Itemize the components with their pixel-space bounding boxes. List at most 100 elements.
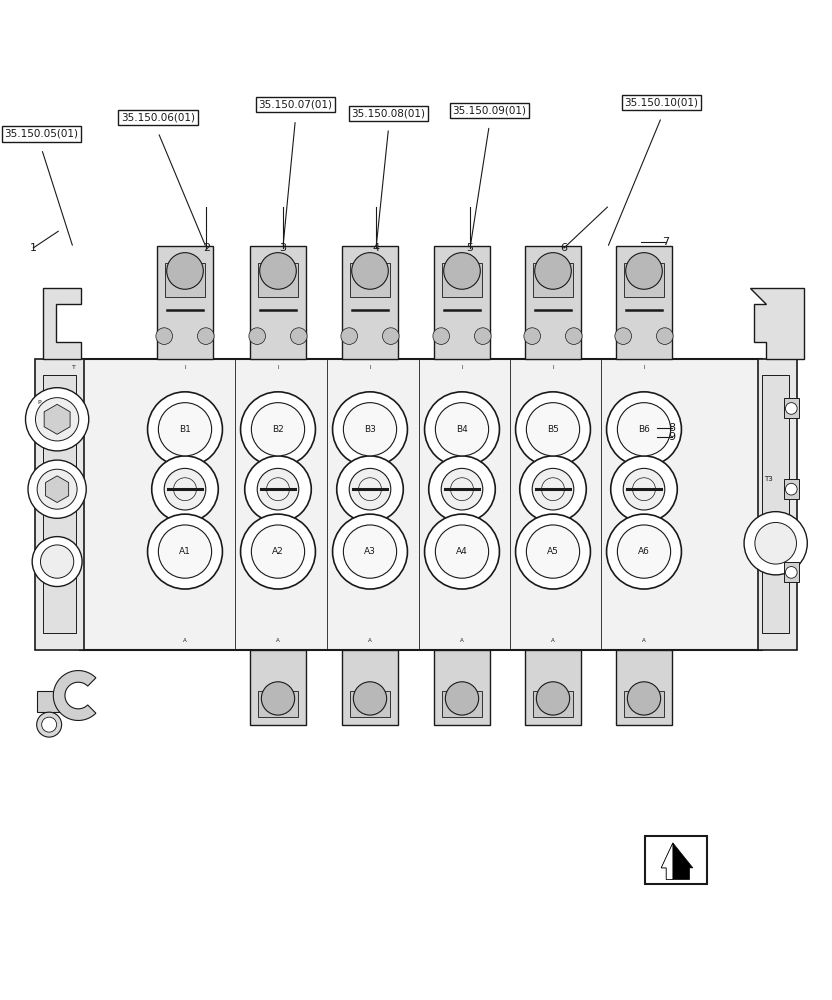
Bar (784, 479, 799, 499)
Polygon shape (661, 843, 693, 880)
Bar (156, 246, 213, 359)
Text: 1: 1 (30, 243, 37, 253)
Circle shape (164, 468, 206, 510)
Text: A: A (642, 638, 646, 643)
Circle shape (474, 328, 491, 344)
Circle shape (527, 525, 580, 578)
Text: I: I (461, 365, 463, 370)
Bar (80, 359, 762, 650)
Text: 35.150.09(01): 35.150.09(01) (453, 106, 526, 116)
Circle shape (435, 525, 488, 578)
Circle shape (524, 328, 541, 344)
Polygon shape (43, 288, 81, 359)
Circle shape (28, 460, 87, 518)
Circle shape (435, 403, 488, 456)
Bar (342, 650, 399, 725)
Bar (43, 375, 76, 633)
Circle shape (36, 398, 79, 441)
Circle shape (443, 253, 480, 289)
Bar (616, 246, 672, 359)
Polygon shape (46, 476, 69, 502)
Text: I: I (184, 365, 186, 370)
Circle shape (354, 682, 387, 715)
Polygon shape (53, 671, 96, 720)
Circle shape (344, 403, 397, 456)
Circle shape (785, 483, 797, 495)
Bar (525, 246, 582, 359)
Circle shape (257, 468, 299, 510)
Circle shape (290, 328, 307, 344)
Circle shape (245, 456, 311, 522)
Circle shape (542, 478, 564, 501)
Bar (616, 650, 672, 725)
Circle shape (359, 478, 381, 501)
Circle shape (158, 403, 211, 456)
Bar (533, 263, 573, 297)
Circle shape (607, 392, 681, 467)
Polygon shape (661, 843, 673, 880)
Bar (645, 836, 707, 884)
Circle shape (566, 328, 582, 344)
Circle shape (240, 514, 315, 589)
Text: 35.150.08(01): 35.150.08(01) (352, 108, 425, 118)
Circle shape (755, 522, 796, 564)
Circle shape (37, 469, 77, 509)
Text: 6: 6 (561, 243, 567, 253)
Text: T3: T3 (765, 476, 773, 482)
Circle shape (26, 388, 89, 451)
Circle shape (656, 328, 673, 344)
Bar (250, 650, 306, 725)
Circle shape (41, 545, 74, 578)
Text: T: T (72, 365, 77, 370)
Circle shape (537, 682, 570, 715)
Text: A2: A2 (272, 547, 284, 556)
Circle shape (428, 456, 495, 522)
Text: A5: A5 (547, 547, 559, 556)
Circle shape (617, 525, 671, 578)
Text: 3: 3 (280, 243, 286, 253)
Circle shape (607, 514, 681, 589)
Bar (37, 691, 61, 712)
Circle shape (424, 392, 499, 467)
Circle shape (333, 392, 408, 467)
Text: I: I (643, 365, 645, 370)
Circle shape (445, 682, 478, 715)
Text: B3: B3 (364, 425, 376, 434)
Bar (165, 263, 205, 297)
Circle shape (37, 712, 62, 737)
Circle shape (156, 328, 172, 344)
Text: B2: B2 (272, 425, 284, 434)
Text: I: I (277, 365, 279, 370)
Circle shape (166, 253, 203, 289)
Bar (258, 691, 298, 717)
Circle shape (333, 514, 408, 589)
Circle shape (147, 392, 222, 467)
Circle shape (611, 456, 677, 522)
Text: A: A (551, 638, 555, 643)
Text: 35.150.06(01): 35.150.06(01) (121, 112, 195, 122)
Circle shape (785, 403, 797, 414)
Circle shape (337, 456, 404, 522)
Text: 35.150.05(01): 35.150.05(01) (5, 129, 78, 139)
Circle shape (151, 456, 218, 522)
Text: A6: A6 (638, 547, 650, 556)
Circle shape (341, 328, 358, 344)
Text: I: I (552, 365, 554, 370)
Circle shape (266, 478, 290, 501)
Bar (433, 246, 490, 359)
Circle shape (32, 537, 82, 587)
Circle shape (261, 682, 295, 715)
Bar (784, 398, 799, 418)
Circle shape (352, 253, 389, 289)
Polygon shape (750, 288, 804, 359)
Bar (758, 359, 798, 650)
Circle shape (626, 253, 662, 289)
Text: B4: B4 (456, 425, 468, 434)
Circle shape (535, 253, 572, 289)
Bar (250, 246, 306, 359)
Bar (350, 263, 390, 297)
Circle shape (251, 403, 305, 456)
Bar (624, 691, 664, 717)
Text: B1: B1 (179, 425, 191, 434)
Text: 8: 8 (669, 423, 676, 433)
